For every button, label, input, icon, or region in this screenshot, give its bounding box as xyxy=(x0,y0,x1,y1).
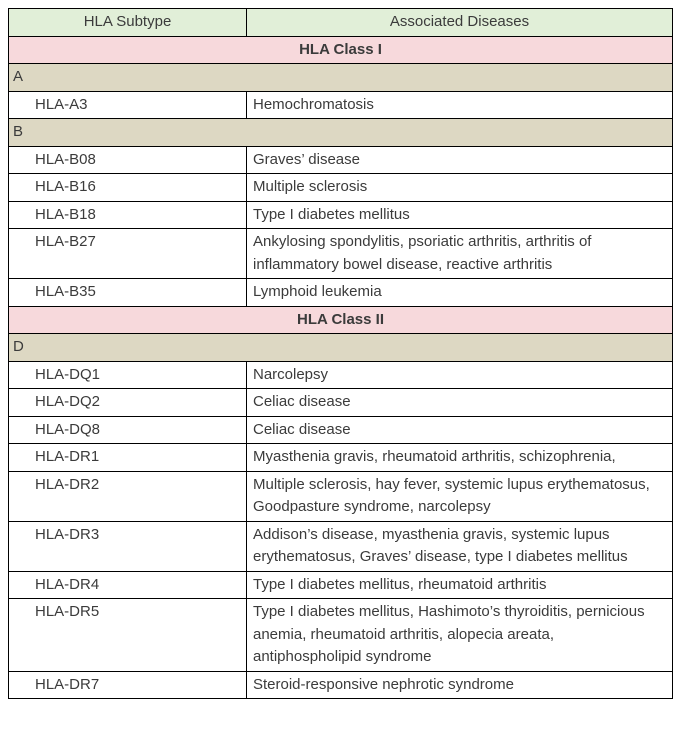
group-header: D xyxy=(9,334,673,362)
cell-diseases: Celiac disease xyxy=(247,416,673,444)
cell-subtype: HLA-DQ2 xyxy=(9,389,247,417)
group-header-row: A xyxy=(9,64,673,92)
cell-subtype: HLA-DR3 xyxy=(9,521,247,571)
table-row: HLA-DR1Myasthenia gravis, rheumatoid art… xyxy=(9,444,673,472)
cell-diseases: Celiac disease xyxy=(247,389,673,417)
cell-subtype: HLA-B08 xyxy=(9,146,247,174)
table-row: HLA-A3Hemochromatosis xyxy=(9,91,673,119)
class-header: HLA Class I xyxy=(9,36,673,64)
table-row: HLA-B16Multiple sclerosis xyxy=(9,174,673,202)
group-header-row: B xyxy=(9,119,673,147)
table-row: HLA-DR4Type I diabetes mellitus, rheumat… xyxy=(9,571,673,599)
cell-subtype: HLA-A3 xyxy=(9,91,247,119)
cell-diseases: Graves’ disease xyxy=(247,146,673,174)
cell-diseases: Type I diabetes mellitus, Hashimoto’s th… xyxy=(247,599,673,672)
table-row: HLA-DR2Multiple sclerosis, hay fever, sy… xyxy=(9,471,673,521)
cell-subtype: HLA-B16 xyxy=(9,174,247,202)
table-row: HLA-DR7Steroid-responsive nephrotic synd… xyxy=(9,671,673,699)
class-header-row: HLA Class II xyxy=(9,306,673,334)
col-header-subtype: HLA Subtype xyxy=(9,9,247,37)
cell-subtype: HLA-DQ8 xyxy=(9,416,247,444)
cell-diseases: Steroid-responsive nephrotic syndrome xyxy=(247,671,673,699)
table-row: HLA-DR3Addison’s disease, myasthenia gra… xyxy=(9,521,673,571)
group-header-row: D xyxy=(9,334,673,362)
cell-diseases: Type I diabetes mellitus, rheumatoid art… xyxy=(247,571,673,599)
cell-subtype: HLA-DQ1 xyxy=(9,361,247,389)
cell-diseases: Narcolepsy xyxy=(247,361,673,389)
table-row: HLA-DQ1Narcolepsy xyxy=(9,361,673,389)
cell-subtype: HLA-B35 xyxy=(9,279,247,307)
table-row: HLA-B18Type I diabetes mellitus xyxy=(9,201,673,229)
group-header: B xyxy=(9,119,673,147)
cell-subtype: HLA-DR4 xyxy=(9,571,247,599)
cell-subtype: HLA-DR5 xyxy=(9,599,247,672)
cell-subtype: HLA-B18 xyxy=(9,201,247,229)
table-row: HLA-DQ2Celiac disease xyxy=(9,389,673,417)
class-header-row: HLA Class I xyxy=(9,36,673,64)
cell-subtype: HLA-DR7 xyxy=(9,671,247,699)
cell-diseases: Type I diabetes mellitus xyxy=(247,201,673,229)
table-row: HLA-B08Graves’ disease xyxy=(9,146,673,174)
hla-table: HLA Subtype Associated Diseases HLA Clas… xyxy=(8,8,673,699)
cell-diseases: Ankylosing spondylitis, psoriatic arthri… xyxy=(247,229,673,279)
table-row: HLA-B27Ankylosing spondylitis, psoriatic… xyxy=(9,229,673,279)
cell-diseases: Myasthenia gravis, rheumatoid arthritis,… xyxy=(247,444,673,472)
table-row: HLA-DQ8Celiac disease xyxy=(9,416,673,444)
group-header: A xyxy=(9,64,673,92)
cell-subtype: HLA-DR2 xyxy=(9,471,247,521)
cell-diseases: Lymphoid leukemia xyxy=(247,279,673,307)
cell-diseases: Addison’s disease, myasthenia gravis, sy… xyxy=(247,521,673,571)
cell-subtype: HLA-B27 xyxy=(9,229,247,279)
header-row: HLA Subtype Associated Diseases xyxy=(9,9,673,37)
table-row: HLA-B35Lymphoid leukemia xyxy=(9,279,673,307)
cell-diseases: Multiple sclerosis, hay fever, systemic … xyxy=(247,471,673,521)
cell-diseases: Multiple sclerosis xyxy=(247,174,673,202)
col-header-diseases: Associated Diseases xyxy=(247,9,673,37)
table-row: HLA-DR5Type I diabetes mellitus, Hashimo… xyxy=(9,599,673,672)
cell-diseases: Hemochromatosis xyxy=(247,91,673,119)
cell-subtype: HLA-DR1 xyxy=(9,444,247,472)
class-header: HLA Class II xyxy=(9,306,673,334)
